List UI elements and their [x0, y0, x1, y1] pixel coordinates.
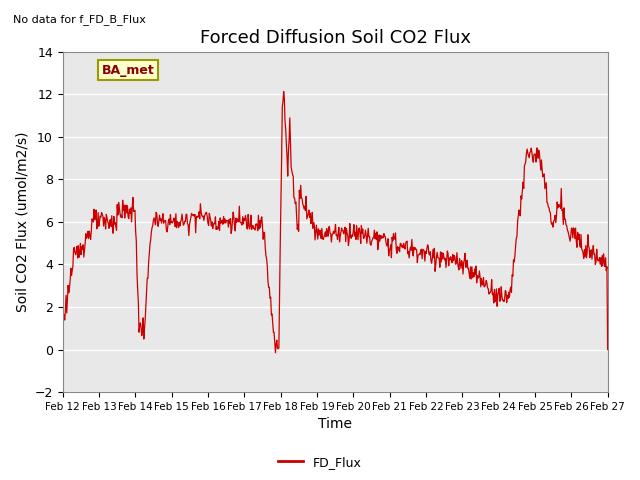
Legend: FD_Flux: FD_Flux [273, 451, 367, 474]
Text: No data for f_FD_B_Flux: No data for f_FD_B_Flux [13, 14, 146, 25]
Title: Forced Diffusion Soil CO2 Flux: Forced Diffusion Soil CO2 Flux [200, 29, 470, 48]
Text: BA_met: BA_met [102, 64, 154, 77]
X-axis label: Time: Time [318, 418, 352, 432]
Y-axis label: Soil CO2 Flux (umol/m2/s): Soil CO2 Flux (umol/m2/s) [15, 132, 29, 312]
